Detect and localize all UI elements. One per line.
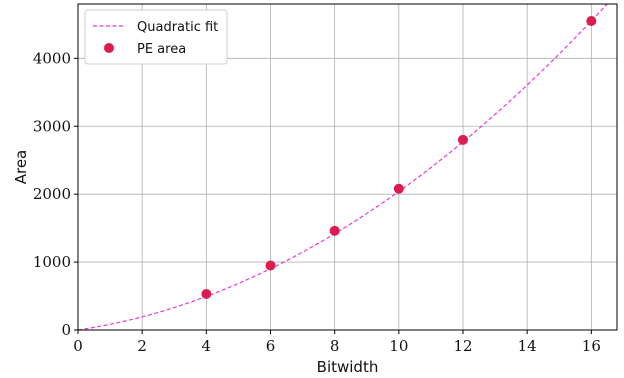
x-tick-label: 2 [137,337,147,355]
x-tick-label: 10 [389,337,408,355]
fit-layer [77,3,608,331]
pe-area-point [586,15,597,26]
legend-box [84,9,228,65]
x-tick-label: 8 [330,337,340,355]
legend: Quadratic fit PE area [84,9,228,65]
y-tick-label: 3000 [33,117,71,135]
y-tick-label: 2000 [33,185,71,203]
x-tick-label: 12 [453,337,472,355]
x-tick-label: 0 [73,337,83,355]
quadratic-fit-line [77,3,608,331]
pe-area-point [393,183,404,194]
x-axis-label: Bitwidth [317,358,379,376]
x-tick-label: 4 [202,337,212,355]
pe-area-point [458,134,468,145]
x-ticks: 0 2 4 6 8 10 12 14 16 [73,330,601,355]
pe-area-point [265,260,276,271]
x-tick-label: 16 [582,337,601,355]
scatter-points [201,15,597,300]
plot-frame [77,3,618,331]
pe-area-point [329,225,340,236]
x-tick-label: 6 [266,337,276,355]
x-tick-label: 14 [518,337,537,355]
y-tick-label: 0 [61,321,71,339]
y-tick-label: 1000 [33,253,71,271]
y-tick-label: 4000 [33,49,71,67]
pe-area-point [201,289,212,300]
legend-pe-swatch [104,43,114,53]
legend-fit-label: Quadratic fit [137,20,218,35]
y-axis-label: Area [12,150,30,185]
y-ticks: 0 1000 2000 3000 4000 [33,49,78,339]
legend-pe-label: PE area [137,42,186,57]
